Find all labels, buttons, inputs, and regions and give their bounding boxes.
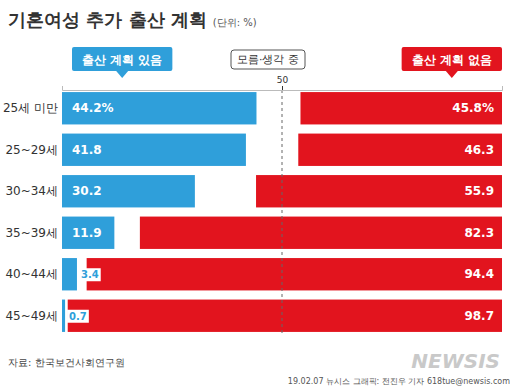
bar-plan-no [140,217,502,249]
bar-plan-yes [62,175,195,207]
legend-entry: 출산 계획 있음 [72,47,172,78]
data-label: 55.9 [464,184,494,198]
y-tick: 25~29세 [5,143,62,157]
background [0,0,518,390]
y-tick: 40~44세 [5,267,62,281]
annotation-box [231,50,305,69]
data-label: 46.3 [464,143,494,157]
annotation: 모름·생각 중 [231,50,305,69]
y-tick-label: 25~29세 [5,143,58,157]
bar-plan-no [256,175,502,207]
y-tick-label: 35~39세 [5,226,58,240]
y-tick-label: 45~49세 [5,309,58,323]
chart: 기혼여성 추가 출산 계획 (단위: %) 출산 계획 있음 출산 계획 없음 모름·생… [0,0,518,390]
legend-pointer [446,71,458,78]
legend-swatch [72,47,172,71]
y-tick-label: 30~34세 [5,184,58,198]
subtitle: (단위: %) [213,17,257,28]
credit: 19.02.07 뉴시스 그래픽: 전진우 기자 618tue@newsis.c… [288,377,510,386]
bar-plan-yes [62,258,77,290]
y-tick-label: 40~44세 [5,267,58,281]
y-axis: 25세 미만 25~29세 30~34세 35~39세 40~44세 45~49세 [3,101,62,322]
data-label: 45.8% [452,101,494,115]
bar-plan-yes [62,217,114,249]
y-tick-label: 25세 미만 [3,101,58,115]
y-tick: 35~39세 [5,226,62,240]
data-label: 82.3 [464,226,494,240]
legend-pointer [116,71,128,78]
bar-plan-no [298,134,502,166]
legend-label: 출산 계획 없음 [412,53,492,67]
y-tick: 25세 미만 [3,101,62,115]
data-label: 0.7 [69,311,87,322]
data-label: 41.8 [72,143,102,157]
grid-line [282,90,283,334]
data-labels: 44.2% 41.8 30.2 11.9 3.4 0.7 45.8% 46.3 55.9 82.3… [67,101,494,322]
data-label: 94.4 [464,267,494,281]
y-tick: 45~49세 [5,309,62,323]
bar-plan-no [300,92,502,124]
data-label: 3.4 [81,269,99,280]
bar-plan-yes [62,134,246,166]
x-axis-line [63,86,503,91]
logo: NEWSIS [411,349,500,373]
data-label: 98.7 [464,309,494,323]
legend-label: 출산 계획 있음 [82,53,162,67]
title: 기혼여성 추가 출산 계획 [8,9,207,30]
x-tick: 50 [277,75,289,90]
data-label-background [67,310,89,323]
y-tick: 30~34세 [5,184,62,198]
grid [282,90,283,334]
x-tick-label: 50 [277,75,289,85]
data-label-background [79,268,101,281]
bar-plan-no [68,300,502,332]
bar-plan-yes [62,92,256,124]
data-label: 30.2 [72,184,102,198]
data-label: 11.9 [72,226,102,240]
bar-plan-yes [62,300,65,332]
x-tick-mark [282,86,283,90]
legend-swatch [402,47,502,71]
legend-entry: 출산 계획 없음 [402,47,502,78]
data-label: 44.2% [72,101,114,115]
x-axis: 50 [63,75,503,91]
bar-plan-no [87,258,502,290]
annotation-text: 모름·생각 중 [237,53,299,66]
source: 자료: 한국보건사회연구원 [8,357,125,368]
